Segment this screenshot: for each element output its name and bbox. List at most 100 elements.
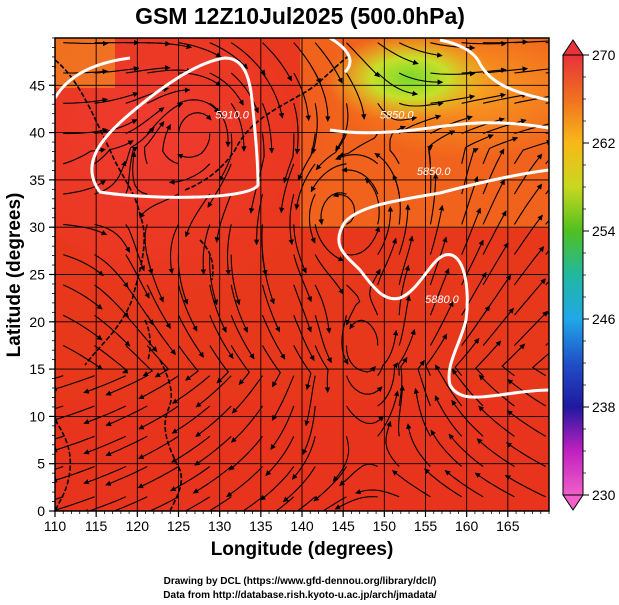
streamline (482, 242, 509, 286)
streamline (125, 224, 145, 272)
streamline (349, 319, 379, 346)
streamline (209, 42, 249, 70)
x-tick-label: 125 (167, 518, 191, 534)
streamline (63, 179, 107, 195)
streamline (293, 103, 301, 155)
streamline (346, 226, 381, 256)
streamline (83, 465, 127, 485)
colorbar-tick-label: 238 (592, 399, 616, 415)
streamline (55, 375, 64, 379)
x-tick-label: 145 (331, 518, 355, 534)
contour-5850-top (329, 38, 352, 74)
streamline (94, 284, 130, 318)
streamline (293, 284, 312, 333)
streamline (310, 163, 347, 193)
y-tick-label: 5 (37, 456, 45, 472)
contour-label: 5880.0 (425, 294, 460, 306)
streamline (63, 68, 109, 75)
streamline (230, 103, 247, 152)
streamline (429, 173, 439, 225)
coastline-philippines (159, 359, 183, 511)
streamline (335, 103, 349, 152)
streamline (482, 307, 515, 346)
streamline (271, 375, 295, 421)
streamline (346, 405, 384, 425)
streamline (482, 274, 512, 316)
contour-5910-loop (90, 56, 260, 199)
streamline (207, 163, 232, 208)
streamline (314, 345, 331, 393)
streamline (514, 68, 549, 74)
credit-data: Data from http://database.rish.kyoto-u.a… (163, 590, 437, 601)
streamline (178, 42, 222, 58)
streamline (434, 395, 463, 437)
streamline (178, 314, 205, 358)
streamline (225, 224, 232, 276)
credit-drawing: Drawing by DCL (https://www.gfd-dennou.o… (164, 576, 437, 587)
streamline (230, 42, 266, 76)
contour-label: 5850.0 (380, 109, 415, 121)
streamline (55, 405, 95, 422)
streamline (514, 40, 549, 44)
y-tick-label: 0 (37, 503, 45, 519)
colorbar-scale (562, 54, 584, 496)
y-tick-label: 25 (29, 267, 45, 283)
streamline (148, 496, 179, 511)
streamline (398, 72, 444, 85)
streamline (228, 435, 263, 471)
y-axis: 0 5 10 15 20 25 30 35 40 45 (29, 37, 55, 519)
streamline (293, 72, 311, 122)
streamline (168, 224, 179, 275)
x-axis: 110 115 120 125 130 135 140 145 150 155 160 165 (44, 511, 550, 534)
streamline (147, 67, 193, 74)
x-tick-label: 135 (249, 518, 273, 534)
streamline (209, 254, 219, 306)
streamline (288, 193, 295, 246)
streamline (430, 429, 463, 467)
streamline (377, 206, 394, 255)
streamline (143, 121, 165, 164)
streamline (322, 496, 347, 511)
contour-label: 5910.0 (215, 109, 250, 121)
streamline (138, 375, 179, 400)
y-tick-label: 35 (29, 172, 45, 188)
streamline (461, 40, 507, 47)
streamline (434, 364, 463, 407)
streamline (314, 284, 332, 334)
streamline (55, 465, 64, 470)
streamline (314, 224, 344, 262)
streamline (332, 436, 350, 482)
streamline (513, 246, 545, 286)
streamline (230, 72, 259, 114)
streamline (308, 193, 316, 244)
x-tick-label: 160 (455, 518, 479, 534)
streamline (425, 333, 448, 376)
streamline (545, 41, 549, 44)
streamline (304, 375, 316, 427)
streamline (261, 103, 275, 154)
streamline (230, 314, 255, 360)
streamline (293, 345, 312, 391)
streamline (231, 375, 263, 414)
streamline (293, 315, 315, 361)
streamline (483, 66, 528, 74)
streamline (338, 133, 379, 158)
streamline (293, 42, 321, 84)
streamline (504, 474, 546, 498)
streamline (231, 405, 263, 443)
streamline (259, 466, 295, 501)
streamline (377, 390, 400, 437)
streamline (125, 65, 171, 74)
streamline (83, 375, 127, 394)
streamline (424, 468, 462, 498)
streamline (389, 125, 406, 165)
streamline (345, 375, 383, 395)
streamline (230, 345, 250, 386)
streamline (55, 465, 95, 483)
streamline (94, 314, 131, 347)
colorbar-tick-label: 230 (592, 487, 616, 503)
x-tick-label: 120 (126, 518, 150, 534)
streamline (339, 463, 378, 487)
streamline (195, 375, 232, 408)
